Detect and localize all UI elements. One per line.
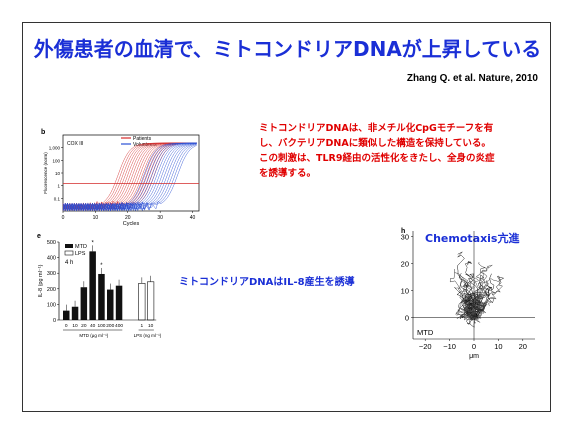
volunteer-curve: [62, 143, 197, 212]
legend-swatch-lps: [64, 250, 74, 256]
y-tick-label: 400: [47, 256, 56, 262]
x-tick-label: 0: [62, 215, 65, 221]
y-tick-label: 100: [52, 158, 60, 163]
bar-category-label: 0: [65, 323, 68, 329]
chemotaxis-chart: h 0 10 20 30 −20 −10 0 10 20 μm MTD: [401, 228, 535, 360]
x-tick-label: 0: [472, 342, 476, 351]
bar-mtd: [89, 251, 96, 320]
bar-category-label: 10: [72, 323, 78, 329]
legend-label: Patients: [133, 136, 152, 142]
bar-mtd: [63, 310, 70, 320]
bar-mtd: [71, 306, 79, 320]
y-tick-label: 200: [47, 287, 56, 293]
x-tick-label: 20: [125, 215, 131, 221]
annotation-cox: COX III: [67, 141, 83, 147]
bar-mtd: [98, 273, 105, 320]
legend-label: MTD: [75, 244, 87, 250]
legend-label: LPS: [75, 251, 86, 257]
x-tick-label: 20: [519, 342, 527, 351]
cell-track: [471, 280, 489, 318]
cell-track: [467, 300, 482, 319]
bar-category-label: 100: [97, 323, 105, 329]
x-tick-label: 30: [157, 215, 163, 221]
slide-title: 外傷患者の血清で、ミトコンドリアDNAが上昇している: [33, 37, 542, 61]
il8-caption: ミトコンドリアDNAはIL-8産生を誘導: [179, 277, 355, 288]
slide: 外傷患者の血清で、ミトコンドリアDNAが上昇している Zhang Q. et a…: [22, 22, 551, 412]
cell-track: [456, 290, 479, 319]
bar-mtd: [80, 287, 88, 320]
bar-category-label: 20: [81, 323, 87, 329]
y-tick-label: 20: [401, 259, 409, 268]
volunteer-curve: [62, 144, 197, 212]
x-tick-label: 10: [93, 215, 99, 221]
cell-track: [473, 275, 505, 318]
cell-track: [467, 273, 495, 318]
bar-category-label: 10: [148, 323, 154, 329]
y-tick-label: 1: [57, 184, 60, 189]
x-tick-label: −20: [419, 342, 432, 351]
x-tick-label: −10: [443, 342, 456, 351]
panel-label-b: b: [41, 129, 45, 136]
y-tick-label: 1,000: [49, 146, 61, 151]
y-tick-label: 500: [47, 240, 56, 246]
x-axis-label: μm: [469, 353, 479, 360]
cell-track: [473, 275, 503, 318]
panel-label-h: h: [401, 228, 405, 235]
legend-swatch-mtd: [65, 244, 73, 248]
citation: Zhang Q. et al. Nature, 2010: [406, 73, 538, 84]
bar-lps: [138, 283, 146, 321]
bar-category-label: 1: [141, 323, 144, 329]
y-axis-label: IL-8 (pg ml⁻¹): [38, 264, 44, 297]
cell-track: [459, 296, 476, 321]
y-tick-label: 0: [53, 318, 56, 324]
y-tick-label: 0: [405, 313, 409, 322]
x-tick-label: 40: [190, 215, 196, 221]
group-label: LPS (ng ml⁻¹): [134, 333, 162, 338]
y-tick-label: 100: [47, 302, 56, 308]
bar-category-label: 400: [115, 323, 123, 329]
red-explanation-text: ミトコンドリアDNAは、非メチル化CpGモチーフを有し、バクテリアDNAに類似し…: [259, 123, 495, 179]
cell-track: [456, 277, 479, 319]
time-label: 4 h: [65, 260, 73, 266]
y-tick-label: 10: [401, 286, 409, 295]
bar-mtd: [115, 285, 123, 320]
patient-curve: [62, 142, 197, 212]
condition-label: MTD: [417, 328, 434, 337]
y-tick-label: 300: [47, 271, 56, 277]
panel-label-e: e: [37, 233, 41, 240]
x-tick-label: 10: [494, 342, 502, 351]
bar-category-label: 200: [106, 323, 114, 329]
volunteer-curve: [62, 142, 197, 212]
x-axis-label: Cycles: [123, 221, 140, 227]
chemotaxis-title: Chemotaxis亢進: [425, 232, 520, 245]
y-tick-label: 30: [401, 232, 409, 241]
significance-star: *: [100, 263, 103, 269]
volunteer-curve: [62, 145, 197, 212]
bar-mtd: [107, 289, 114, 320]
y-tick-label: 10: [55, 171, 61, 176]
bar-category-label: 40: [90, 323, 96, 329]
group-label: MTD (μg ml⁻¹): [79, 333, 108, 338]
bar-lps: [147, 281, 155, 321]
significance-star: *: [91, 240, 94, 246]
y-tick-label: 0.1: [54, 196, 61, 201]
cell-track: [460, 287, 481, 323]
y-axis-label: Fluorescence (norm): [43, 152, 48, 194]
